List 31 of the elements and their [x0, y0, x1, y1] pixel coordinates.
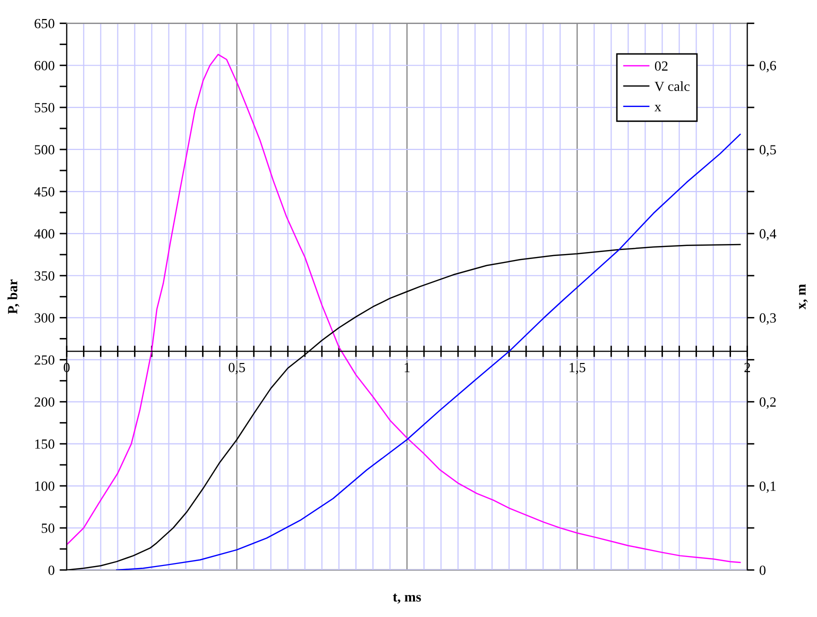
y-tick-label: 350 — [34, 271, 54, 281]
y2-tick-label: 0,2 — [760, 397, 776, 409]
y-tick-label: 600 — [34, 60, 54, 70]
y2-tick-label: 0,5 — [760, 145, 776, 156]
y-axis-title: P, bar — [8, 279, 20, 314]
y2-tick-label: 0,3 — [760, 313, 776, 325]
y-tick-label: 0 — [48, 566, 54, 575]
y2-tick-label: 0,4 — [760, 229, 776, 241]
x-tick-label: 1,5 — [570, 362, 586, 374]
legend-label: V calc — [654, 81, 690, 92]
y2-tick-label: 0 — [760, 566, 766, 575]
y-tick-label: 300 — [34, 313, 54, 323]
y2-tick-label: 0,6 — [760, 60, 776, 72]
y2-tick-label: 0,1 — [760, 481, 776, 493]
y-tick-label: 250 — [34, 355, 54, 365]
x-tick-label: 0,5 — [228, 362, 245, 374]
y-tick-label: 200 — [34, 397, 54, 407]
y-tick-label: 500 — [34, 145, 54, 154]
legend-label: 02 — [654, 61, 668, 71]
x-axis-title: t, ms — [392, 594, 421, 604]
y-tick-label: 400 — [34, 229, 54, 239]
y-tick-label: 50 — [42, 524, 54, 533]
y-tick-label: 100 — [35, 481, 54, 491]
y2-axis-title: x, m — [799, 284, 808, 310]
legend-label: x — [654, 104, 662, 112]
y-tick-label: 450 — [34, 187, 54, 196]
y-tick-label: 150 — [35, 439, 54, 449]
x-tick-label: 1 — [404, 362, 410, 372]
y-tick-label: 650 — [34, 18, 54, 28]
y-tick-label: 550 — [34, 103, 54, 112]
line-series — [116, 134, 741, 570]
